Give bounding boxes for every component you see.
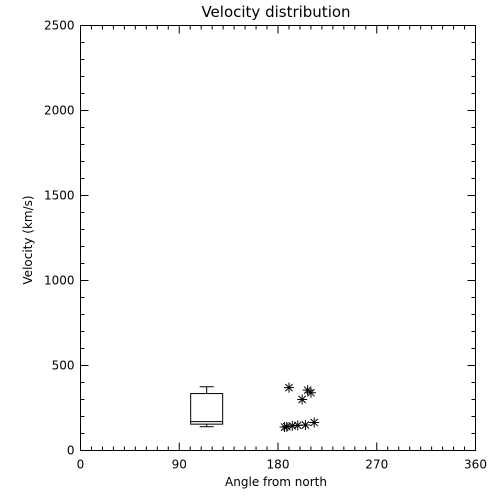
- data-point: [309, 417, 320, 428]
- x-tick-label: 0: [77, 458, 85, 472]
- x-axis-label: Angle from north: [225, 475, 327, 489]
- axis-ticks: [80, 25, 476, 451]
- y-tick-label: 1000: [44, 274, 75, 288]
- x-tick-label: 90: [172, 458, 187, 472]
- data-point: [287, 420, 298, 431]
- data-point: [302, 385, 313, 396]
- y-tick-label: 0: [67, 444, 75, 458]
- data-point: [292, 420, 303, 431]
- data-point: [305, 387, 316, 398]
- chart-title: Velocity distribution: [201, 3, 350, 21]
- y-tick-label: 2000: [44, 104, 75, 118]
- plot-frame: [80, 25, 476, 451]
- tick-labels: 0 90 180 270 360 0 500 1000 1500 2000 2500: [44, 19, 487, 472]
- data-point: [283, 382, 294, 393]
- y-tick-label: 500: [52, 359, 75, 373]
- y-tick-label: 2500: [44, 19, 75, 33]
- x-tick-label: 180: [267, 458, 290, 472]
- box-iqr: [190, 393, 224, 425]
- x-tick-label: 360: [464, 458, 487, 472]
- data-point: [297, 394, 308, 405]
- x-tick-label: 270: [365, 458, 388, 472]
- box-plot: [190, 386, 224, 428]
- data-point: [300, 420, 311, 430]
- data-marks: [190, 382, 320, 433]
- y-tick-label: 1500: [44, 189, 75, 203]
- y-axis-label: Velocity (km/s): [21, 195, 35, 284]
- data-point: [279, 422, 290, 433]
